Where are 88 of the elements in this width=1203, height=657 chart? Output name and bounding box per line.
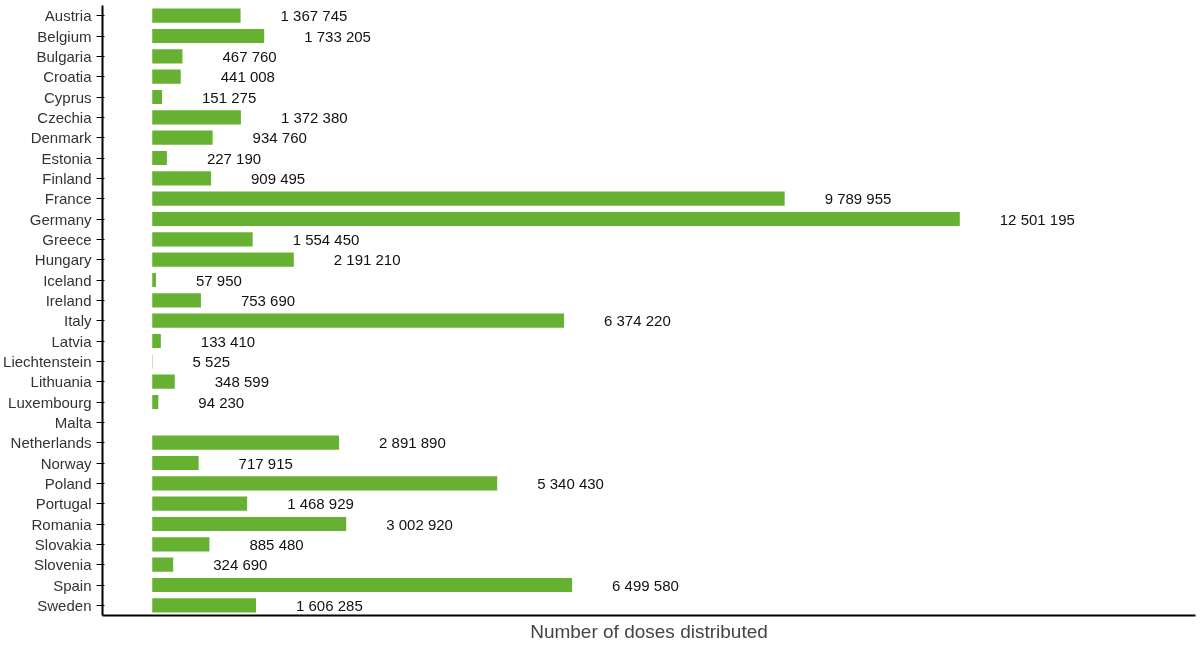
data-label: 151 275 — [202, 88, 257, 106]
y-tick-label: Portugal — [35, 495, 92, 513]
bar — [152, 28, 265, 44]
y-tick-label: Germany — [29, 210, 92, 228]
data-label: 324 690 — [213, 556, 268, 574]
data-label: 467 760 — [222, 47, 277, 65]
data-label: 5 525 — [192, 352, 231, 370]
bar — [152, 333, 161, 349]
data-label: 133 410 — [200, 332, 256, 350]
bar — [152, 130, 213, 145]
bar — [152, 150, 167, 166]
y-tick-label: Poland — [44, 474, 92, 492]
data-label: 2 891 890 — [379, 434, 446, 452]
data-label: 6 374 220 — [604, 312, 671, 330]
data-label: 2 191 210 — [333, 251, 401, 269]
bar — [152, 232, 253, 247]
y-tick-label: Croatia — [43, 68, 93, 86]
data-label: 885 480 — [249, 535, 304, 553]
data-label: 441 008 — [220, 68, 275, 86]
bar — [152, 272, 156, 288]
y-tick-label: Estonia — [41, 149, 93, 167]
bar — [152, 374, 175, 389]
data-label: 934 760 — [252, 129, 307, 147]
data-label: 227 190 — [206, 149, 262, 167]
y-tick-label: Ireland — [45, 291, 92, 309]
y-tick-label: Romania — [31, 515, 93, 533]
bar — [152, 313, 564, 328]
y-tick-label: Italy — [63, 312, 92, 330]
bar — [152, 69, 181, 84]
y-tick-label: France — [44, 190, 92, 208]
y-tick-label: Belgium — [37, 27, 92, 45]
y-tick-label: Lithuania — [30, 373, 93, 391]
bar — [152, 211, 960, 227]
data-label: 94 230 — [198, 393, 245, 411]
y-tick-label: Latvia — [51, 332, 93, 350]
y-tick-label: Slovakia — [34, 535, 93, 553]
bar — [152, 496, 248, 511]
data-label: 12 501 195 — [999, 210, 1075, 228]
y-tick-label: Greece — [42, 230, 92, 248]
bar — [152, 516, 347, 532]
bar — [152, 598, 256, 613]
data-label: 753 690 — [240, 291, 296, 309]
y-tick-label: Slovenia — [33, 556, 93, 574]
y-tick-label: Hungary — [34, 251, 92, 269]
y-tick-label: Spain — [53, 576, 92, 594]
bar — [152, 557, 174, 572]
bar — [152, 455, 199, 471]
bar — [152, 252, 294, 267]
bar — [152, 476, 498, 491]
data-label: 1 468 929 — [287, 495, 354, 513]
data-label: 3 002 920 — [386, 515, 453, 533]
data-label: 6 499 580 — [612, 576, 679, 594]
bar — [152, 435, 340, 450]
y-tick-label: Cyprus — [43, 88, 92, 106]
bar — [152, 49, 183, 64]
y-tick-label: Liechtenstein — [3, 352, 92, 370]
data-label: 909 495 — [250, 169, 306, 187]
y-tick-label: Austria — [44, 7, 93, 25]
bar — [152, 577, 573, 593]
data-label: 1 733 205 — [304, 27, 371, 45]
bar — [152, 537, 210, 552]
y-tick-label: Sweden — [37, 596, 92, 614]
y-tick-label: Bulgaria — [36, 47, 93, 65]
bar — [152, 293, 201, 308]
y-tick-label: Netherlands — [10, 434, 92, 452]
data-label: 348 599 — [214, 373, 269, 391]
y-tick-label: Czechia — [37, 108, 93, 126]
data-label: 1 367 745 — [280, 7, 348, 25]
data-label: 9 789 955 — [824, 190, 892, 208]
bar — [152, 89, 163, 105]
bar — [152, 171, 211, 186]
bar — [152, 191, 785, 206]
data-label: 1 606 285 — [296, 596, 363, 614]
y-tick-label: Norway — [40, 454, 92, 472]
y-tick-label: Luxembourg — [8, 393, 92, 411]
data-label: 1 372 380 — [280, 108, 348, 126]
data-label: 57 950 — [195, 271, 242, 289]
data-label: 1 554 450 — [292, 230, 360, 248]
data-label: 5 340 430 — [537, 474, 604, 492]
y-tick-label: Denmark — [30, 129, 92, 147]
y-tick-label: Finland — [42, 169, 92, 187]
y-tick-label: Iceland — [43, 271, 92, 289]
bar — [152, 394, 159, 410]
data-label: 717 915 — [238, 454, 293, 472]
x-axis-title: Number of doses distributed — [530, 620, 768, 642]
bar — [152, 8, 241, 23]
bar — [152, 110, 241, 125]
y-tick-label: Malta — [54, 413, 93, 431]
